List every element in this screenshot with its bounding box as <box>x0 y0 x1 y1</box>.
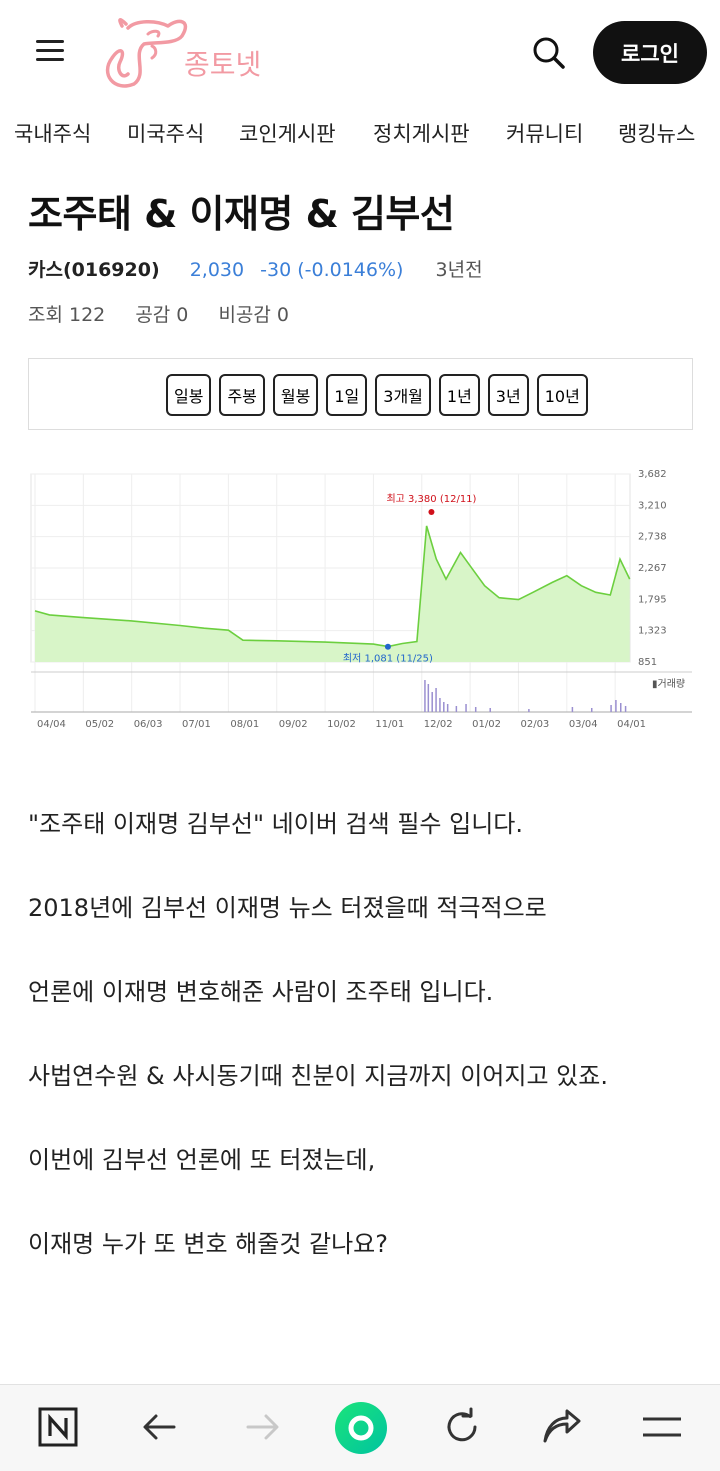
header: 종토넷 로그인 <box>0 0 720 106</box>
period-3year-button[interactable]: 3년 <box>487 374 529 416</box>
chart-y-tick-label: 2,267 <box>638 563 667 574</box>
stock-price-chart: 04/04 05/02 06/03 07/01 08/01 09/02 10/02 11/01… <box>30 469 692 730</box>
volume-bar <box>571 707 574 712</box>
svg-text:종토넷: 종토넷 <box>184 48 261 81</box>
chart-x-tick-label: 04/01 <box>617 719 646 730</box>
hamburger-icon[interactable] <box>640 1405 684 1449</box>
site-logo[interactable]: 종토넷 <box>96 14 266 94</box>
volume-bar <box>590 708 593 712</box>
nav-item-us-stock[interactable]: 미국주식 <box>127 122 205 146</box>
search-icon[interactable] <box>530 34 566 70</box>
browser-bottom-bar <box>0 1384 720 1471</box>
high-point-label: 최고 3,380 (12/11) <box>386 493 476 505</box>
volume-bar <box>446 704 449 712</box>
chart-x-tick-label: 03/04 <box>569 719 598 730</box>
chart-y-tick-label: 2,738 <box>638 532 667 543</box>
dislike-count: 비공감 0 <box>218 304 290 326</box>
volume-bar <box>455 706 458 712</box>
view-count: 조회 122 <box>28 304 106 326</box>
chart-x-tick-label: 01/02 <box>472 719 501 730</box>
stock-change: -30 (-0.0146%) <box>260 259 404 281</box>
post-title: 조주태 & 이재명 & 김부선 <box>28 192 455 236</box>
nav-item-coin-board[interactable]: 코인게시판 <box>239 122 336 146</box>
login-button[interactable]: 로그인 <box>593 21 707 84</box>
post-paragraph: "조주태 이재명 김부선" 네이버 검색 필수 입니다. <box>28 810 523 838</box>
chart-x-tick-label: 02/03 <box>520 719 549 730</box>
back-arrow-icon[interactable] <box>138 1405 182 1449</box>
chart-y-tick-label: 3,210 <box>638 500 667 511</box>
volume-bar <box>439 698 441 712</box>
chart-x-tick-label: 12/02 <box>424 719 453 730</box>
volume-bar <box>465 704 467 712</box>
nav-item-community[interactable]: 커뮤니티 <box>506 122 584 146</box>
green-home-icon[interactable] <box>334 1401 388 1455</box>
nav-item-ranking-news[interactable]: 랭킹뉴스 <box>618 122 696 146</box>
volume-bar <box>431 692 433 712</box>
nav-item-politics-board[interactable]: 정치게시판 <box>373 122 470 146</box>
reload-icon[interactable] <box>440 1405 484 1449</box>
period-10year-button[interactable]: 10년 <box>536 374 588 416</box>
volume-bar <box>528 709 530 712</box>
post-time: 3년전 <box>435 259 483 281</box>
chart-x-tick-label: 06/03 <box>134 719 163 730</box>
volume-bar <box>489 708 491 712</box>
chart-y-tick-label: 1,323 <box>638 626 667 637</box>
volume-bar <box>619 703 622 712</box>
post-body: "조주태 이재명 김부선" 네이버 검색 필수 입니다. 2018년에 김부선 … <box>28 806 698 1310</box>
post-paragraph: 언론에 이재명 변호해준 사람이 조주태 입니다. <box>28 978 494 1006</box>
volume-bar <box>424 680 426 712</box>
volume-bar <box>435 688 437 712</box>
chart-x-tick-label: 10/02 <box>327 719 356 730</box>
chart-x-tick-label: 05/02 <box>85 719 114 730</box>
volume-bar <box>610 705 612 712</box>
post-paragraph: 이번에 김부선 언론에 또 터졌는데, <box>28 1146 376 1174</box>
low-point-marker <box>384 643 391 650</box>
stock-info: 카스(016920) 2,030 -30 (-0.0146%) 3년전 <box>28 255 483 282</box>
post-paragraph: 사법연수원 & 사시동기때 친분이 지금까지 이어지고 있죠. <box>28 1062 608 1090</box>
menu-icon[interactable] <box>36 40 64 64</box>
chart-x-tick-label: 08/01 <box>230 719 259 730</box>
volume-bar <box>443 702 445 712</box>
post-paragraph: 이재명 누가 또 변호 해줄것 같나요? <box>28 1230 389 1258</box>
high-point-marker <box>428 509 435 516</box>
chart-y-tick-label: 3,682 <box>638 469 667 480</box>
low-point-label: 최저 1,081 (11/25) <box>343 653 433 665</box>
stock-name[interactable]: 카스(016920) <box>28 259 160 281</box>
volume-bar <box>474 707 477 712</box>
chart-period-selector: 일봉 주봉 월봉 1일 3개월 1년 3년 10년 <box>28 358 693 430</box>
chart-x-tick-label: 07/01 <box>182 719 211 730</box>
volume-bar <box>615 700 617 712</box>
chart-x-tick-label: 11/01 <box>375 719 404 730</box>
price-area <box>35 525 630 662</box>
period-daily-button[interactable]: 일봉 <box>166 374 212 416</box>
chart-y-tick-label: 851 <box>638 657 657 668</box>
price-line <box>34 525 631 648</box>
forward-arrow-icon[interactable] <box>240 1405 284 1449</box>
chart-y-tick-label: 1,795 <box>638 594 667 605</box>
volume-bar <box>624 706 627 712</box>
chart-x-tick-label: 04/04 <box>37 719 66 730</box>
category-nav: 국내주식 미국주식 코인게시판 정치게시판 커뮤니티 랭킹뉴스 <box>0 118 720 158</box>
period-weekly-button[interactable]: 주봉 <box>219 374 265 416</box>
volume-legend: ▮거래량 <box>652 678 685 690</box>
nav-item-domestic-stock[interactable]: 국내주식 <box>14 122 92 146</box>
period-1day-button[interactable]: 1일 <box>326 374 368 416</box>
period-monthly-button[interactable]: 월봉 <box>272 374 319 416</box>
period-1year-button[interactable]: 1년 <box>438 374 480 416</box>
post-stats: 조회 122 공감 0 비공감 0 <box>28 300 313 327</box>
period-3month-button[interactable]: 3개월 <box>375 374 431 416</box>
post-paragraph: 2018년에 김부선 이재명 뉴스 터졌을때 적극적으로 <box>28 894 547 922</box>
naver-n-icon[interactable] <box>36 1405 80 1449</box>
volume-bar <box>427 684 430 712</box>
chart-x-tick-label: 09/02 <box>279 719 308 730</box>
share-icon[interactable] <box>540 1405 584 1449</box>
like-count: 공감 0 <box>135 304 189 326</box>
stock-price: 2,030 <box>189 259 245 281</box>
